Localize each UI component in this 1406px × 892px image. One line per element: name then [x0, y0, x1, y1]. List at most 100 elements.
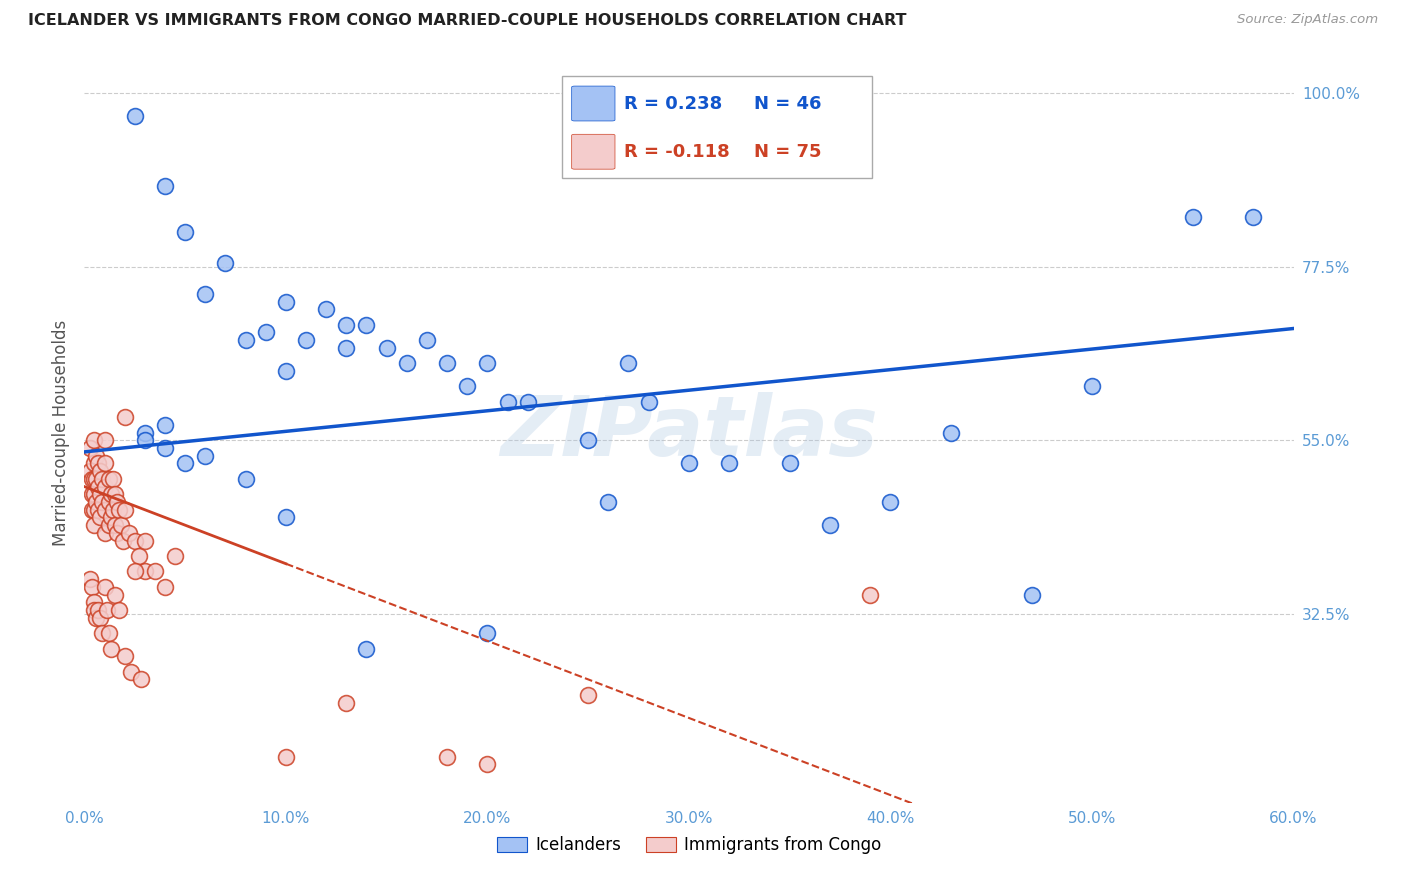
Point	[82, 580, 104, 594]
Text: R = -0.118: R = -0.118	[624, 143, 730, 161]
Point	[114, 649, 136, 664]
Point	[93, 457, 115, 471]
Point	[356, 641, 378, 656]
Point	[153, 441, 176, 455]
Point	[315, 302, 337, 317]
Point	[818, 518, 841, 533]
Point	[91, 626, 114, 640]
FancyBboxPatch shape	[562, 76, 872, 178]
Point	[93, 580, 115, 594]
Point	[110, 518, 132, 533]
Point	[153, 178, 176, 193]
Point	[879, 495, 901, 509]
Point	[91, 472, 114, 486]
Point	[93, 480, 115, 494]
Point	[83, 603, 105, 617]
Point	[129, 673, 152, 687]
Point	[395, 356, 418, 370]
Point	[859, 588, 882, 602]
Point	[436, 749, 458, 764]
Point	[82, 487, 104, 501]
Point	[114, 410, 136, 425]
Text: Source: ZipAtlas.com: Source: ZipAtlas.com	[1237, 13, 1378, 27]
Text: N = 75: N = 75	[754, 143, 821, 161]
Point	[516, 394, 538, 409]
Point	[104, 518, 127, 533]
Point	[174, 457, 197, 471]
Point	[134, 434, 156, 448]
Point	[100, 487, 122, 501]
Point	[104, 487, 127, 501]
Point	[477, 626, 499, 640]
Point	[124, 565, 146, 579]
Point	[134, 565, 156, 579]
Point	[128, 549, 150, 563]
Point	[274, 364, 297, 378]
Point	[97, 626, 120, 640]
Point	[214, 256, 236, 270]
Point	[79, 441, 101, 455]
Point	[89, 510, 111, 524]
Point	[274, 294, 297, 309]
Point	[143, 565, 166, 579]
Point	[97, 472, 120, 486]
Point	[105, 525, 128, 540]
Point	[134, 425, 156, 440]
Point	[456, 379, 478, 393]
Point	[83, 472, 105, 486]
Point	[939, 425, 962, 440]
Point	[89, 487, 111, 501]
Point	[254, 326, 277, 340]
Point	[165, 549, 187, 563]
Point	[496, 394, 519, 409]
Point	[91, 495, 114, 509]
Point	[89, 611, 111, 625]
Point	[89, 464, 111, 478]
Point	[101, 472, 124, 486]
Point	[678, 457, 700, 471]
Legend: Icelanders, Immigrants from Congo: Icelanders, Immigrants from Congo	[489, 830, 889, 861]
Point	[82, 502, 104, 516]
Point	[356, 318, 378, 332]
Point	[100, 641, 122, 656]
Point	[114, 502, 136, 516]
Point	[83, 502, 105, 516]
Point	[82, 472, 104, 486]
Point	[83, 434, 105, 448]
Point	[1021, 588, 1043, 602]
Y-axis label: Married-couple Households: Married-couple Households	[52, 319, 70, 546]
FancyBboxPatch shape	[572, 135, 614, 169]
Point	[111, 533, 134, 548]
Point	[97, 518, 120, 533]
Point	[477, 757, 499, 772]
Text: N = 46: N = 46	[754, 95, 821, 112]
Point	[335, 341, 357, 355]
Point	[100, 510, 122, 524]
Point	[83, 457, 105, 471]
Point	[97, 495, 120, 509]
Point	[576, 688, 599, 702]
Point	[153, 417, 176, 432]
Point	[779, 457, 801, 471]
Point	[134, 533, 156, 548]
Point	[576, 434, 599, 448]
Point	[1181, 210, 1204, 224]
Point	[274, 510, 297, 524]
Point	[93, 434, 115, 448]
Point	[235, 472, 257, 486]
Point	[87, 603, 110, 617]
Point	[235, 333, 257, 347]
Point	[101, 502, 124, 516]
Point	[120, 665, 142, 679]
Text: ICELANDER VS IMMIGRANTS FROM CONGO MARRIED-COUPLE HOUSEHOLDS CORRELATION CHART: ICELANDER VS IMMIGRANTS FROM CONGO MARRI…	[28, 13, 907, 29]
Point	[477, 356, 499, 370]
Point	[96, 603, 118, 617]
Point	[87, 457, 110, 471]
Point	[375, 341, 398, 355]
Point	[335, 696, 357, 710]
Point	[79, 464, 101, 478]
Point	[124, 533, 146, 548]
Point	[416, 333, 439, 347]
Point	[118, 525, 141, 540]
FancyBboxPatch shape	[572, 87, 614, 121]
